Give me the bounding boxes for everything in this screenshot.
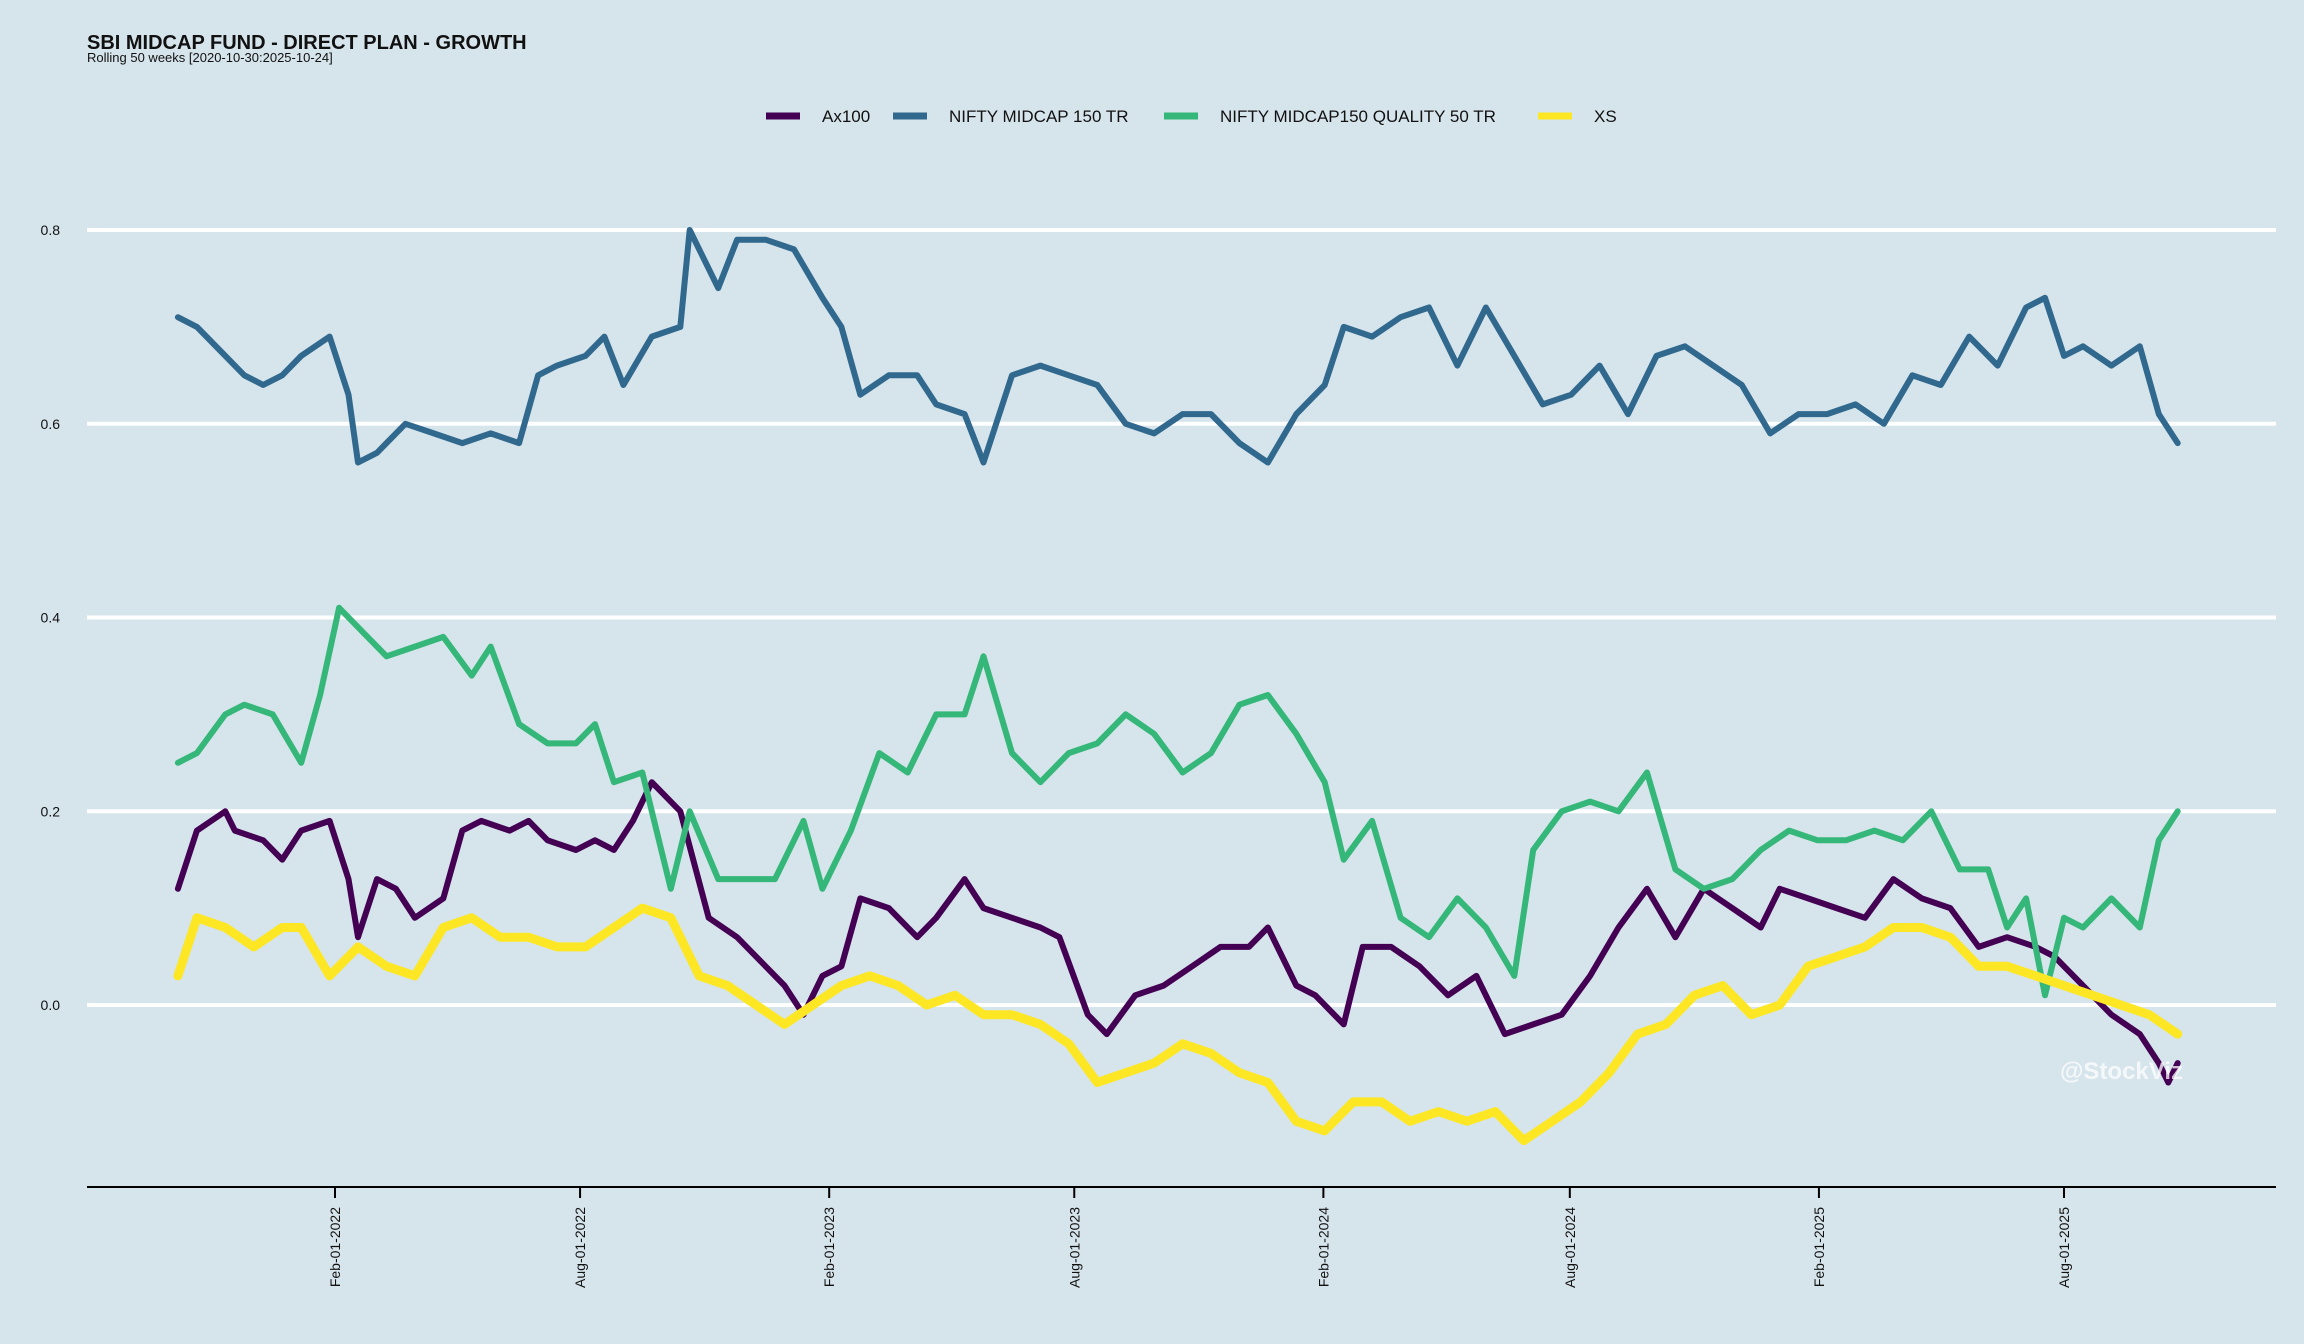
y-axis-ticks: 0.0 0.2 0.4 0.6 0.8 bbox=[41, 222, 61, 1013]
y-tick-label: 0.0 bbox=[41, 997, 61, 1013]
series-line-nifty-midcap150-quality-50-tr bbox=[174, 604, 2181, 999]
x-tick-label: Aug-01-2022 bbox=[572, 1207, 588, 1288]
watermark: @StockViz bbox=[2060, 1058, 2183, 1085]
series-lines bbox=[173, 227, 2183, 1146]
x-tick-label: Feb-01-2022 bbox=[327, 1207, 343, 1287]
x-tick-label: Aug-01-2023 bbox=[1066, 1207, 1082, 1288]
x-tick-label: Aug-01-2024 bbox=[1562, 1207, 1578, 1288]
series-line-nifty-midcap-150-tr bbox=[174, 227, 2181, 466]
y-tick-label: 0.2 bbox=[41, 803, 61, 819]
legend-label-nifty-midcap-150-tr: NIFTY MIDCAP 150 TR bbox=[949, 107, 1129, 126]
x-tick-label: Feb-01-2023 bbox=[821, 1207, 837, 1287]
x-axis: Feb-01-2022 Aug-01-2022 Feb-01-2023 Aug-01-… bbox=[87, 1186, 2276, 1288]
y-tick-label: 0.8 bbox=[41, 222, 61, 238]
x-tick-label: Aug-01-2025 bbox=[2056, 1207, 2072, 1288]
series-line-xs bbox=[173, 903, 2183, 1146]
chart-title: SBI MIDCAP FUND - DIRECT PLAN - GROWTH bbox=[87, 32, 527, 54]
series-line-ax100 bbox=[174, 779, 2181, 1086]
legend-label-nifty-midcap150-quality-50-tr: NIFTY MIDCAP150 QUALITY 50 TR bbox=[1220, 107, 1496, 126]
chart-subtitle: Rolling 50 weeks [2020-10-30:2025-10-24] bbox=[87, 50, 333, 65]
y-tick-label: 0.6 bbox=[41, 416, 61, 432]
y-tick-label: 0.4 bbox=[41, 610, 61, 626]
x-tick-label: Feb-01-2024 bbox=[1315, 1207, 1331, 1287]
grid-lines bbox=[87, 228, 2276, 1007]
legend: Ax100 NIFTY MIDCAP 150 TR NIFTY MIDCAP150 … bbox=[766, 107, 1617, 126]
x-tick-label: Feb-01-2025 bbox=[1811, 1207, 1827, 1287]
legend-label-xs: XS bbox=[1594, 107, 1617, 126]
legend-label-ax100: Ax100 bbox=[822, 107, 870, 126]
